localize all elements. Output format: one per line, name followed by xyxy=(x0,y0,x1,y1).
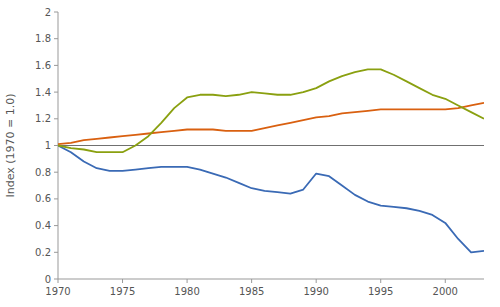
y-tick-label: 1.4 xyxy=(35,87,51,98)
x-tick-label: 1980 xyxy=(174,286,199,297)
y-tick-label: 2 xyxy=(45,7,51,18)
x-tick-label: 1985 xyxy=(239,286,264,297)
x-axis: 1970 1975 1980 1985 1990 1995 2000 xyxy=(45,279,484,297)
y-tick xyxy=(54,252,58,253)
y-tick-label: 0.4 xyxy=(35,220,51,231)
x-tick-label: 2000 xyxy=(433,286,458,297)
x-axis-line xyxy=(58,279,484,280)
y-tick-label: 1 xyxy=(45,140,51,151)
y-tick xyxy=(54,65,58,66)
y-tick xyxy=(54,12,58,13)
x-tick-label: 1995 xyxy=(368,286,393,297)
y-tick-label: 0 xyxy=(45,274,51,285)
x-tick xyxy=(122,279,123,283)
y-tick xyxy=(54,118,58,119)
x-tick xyxy=(187,279,188,283)
plot-area xyxy=(58,69,484,252)
x-tick xyxy=(58,279,59,283)
y-tick xyxy=(54,38,58,39)
y-tick-label: 1.6 xyxy=(35,60,51,71)
y-tick xyxy=(54,225,58,226)
reference-line xyxy=(58,145,484,146)
line-series xyxy=(58,69,484,152)
line-series xyxy=(58,103,484,144)
y-tick-label: 0.8 xyxy=(35,167,51,178)
x-tick xyxy=(251,279,252,283)
y-tick xyxy=(54,92,58,93)
y-tick xyxy=(54,172,58,173)
y-tick-label: 1.2 xyxy=(35,113,51,124)
x-tick-label: 1975 xyxy=(110,286,135,297)
y-tick xyxy=(54,145,58,146)
y-tick-label: 0.6 xyxy=(35,193,51,204)
y-tick xyxy=(54,279,58,280)
y-tick-label: 1.8 xyxy=(35,33,51,44)
x-tick-label: 1970 xyxy=(45,286,70,297)
x-tick-label: 1990 xyxy=(303,286,328,297)
line-series xyxy=(58,146,484,253)
y-axis: 0 0.2 0.4 0.6 0.8 1 1.2 1.4 1.6 1.8 2 xyxy=(35,7,58,285)
x-tick xyxy=(445,279,446,283)
y-tick-label: 0.2 xyxy=(35,247,51,258)
chart: 00.20.40.60.811.21.41.61.821970197519801… xyxy=(0,0,500,307)
y-tick xyxy=(54,198,58,199)
x-tick xyxy=(380,279,381,283)
x-tick xyxy=(316,279,317,283)
y-axis-label: Index (1970 = 1.0) xyxy=(4,93,17,197)
